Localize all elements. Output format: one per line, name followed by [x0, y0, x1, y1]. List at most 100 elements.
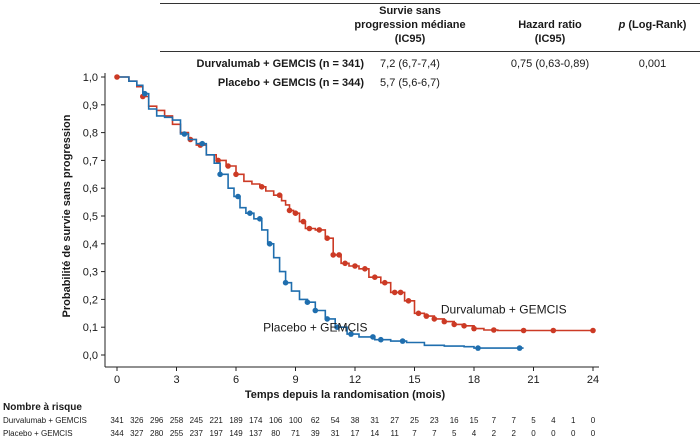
risk-value-durvalumab: 31 [370, 416, 380, 425]
censor-mark-placebo [334, 324, 340, 331]
label-placebo: Placebo + GEMCIS [263, 320, 367, 334]
summary-table-top-rule [160, 3, 700, 4]
row-durvalumab-median: 7,2 (6,7-7,4) [380, 58, 440, 70]
label-durvalumab: Durvalumab + GEMCIS [441, 302, 567, 316]
risk-value-placebo: 39 [310, 429, 320, 438]
censor-mark-placebo [399, 338, 406, 344]
summary-table-header-rule [160, 51, 700, 52]
censor-mark-durvalumab [372, 274, 378, 281]
censor-mark-placebo [475, 345, 481, 351]
risk-value-placebo: 197 [209, 429, 223, 438]
risk-value-durvalumab: 189 [229, 416, 243, 425]
censor-mark-durvalumab [397, 289, 404, 296]
censor-mark-durvalumab [259, 184, 265, 190]
y-axis-label: Probabilité de survie sans progression [61, 114, 73, 317]
risk-value-placebo: 2 [511, 429, 516, 438]
censor-mark-durvalumab [336, 252, 342, 258]
censor-mark-durvalumab [461, 323, 467, 329]
row-durvalumab-p-value: 0,001 [638, 58, 667, 70]
censor-mark-durvalumab [441, 318, 448, 325]
x-tick-label: 12 [349, 374, 361, 386]
censor-mark-durvalumab [286, 207, 293, 214]
series-line-durvalumab [117, 76, 593, 332]
censor-mark-placebo [282, 279, 289, 286]
censor-mark-durvalumab [590, 327, 596, 334]
censor-mark-placebo [257, 216, 263, 222]
censor-mark-placebo [312, 307, 319, 314]
censor-mark-placebo [181, 131, 188, 137]
censor-mark-durvalumab [431, 316, 438, 322]
risk-value-placebo: 344 [110, 429, 124, 438]
risk-value-durvalumab: 23 [429, 416, 439, 425]
risk-value-placebo: 280 [150, 429, 164, 438]
risk-value-durvalumab: 1 [570, 416, 576, 425]
x-tick-label: 21 [527, 374, 539, 386]
censor-mark-durvalumab [362, 266, 368, 272]
y-tick-label: 0,3 [83, 267, 98, 279]
censor-mark-placebo [516, 345, 523, 351]
risk-value-placebo: 255 [169, 429, 184, 438]
censor-mark-placebo [142, 90, 148, 97]
censor-mark-placebo [348, 331, 354, 337]
x-tick-label: 15 [408, 374, 420, 386]
censor-mark-durvalumab [342, 260, 348, 267]
censor-mark-durvalumab [391, 289, 398, 296]
risk-value-durvalumab: 62 [310, 416, 320, 425]
censor-mark-durvalumab [423, 313, 430, 319]
y-tick-label: 0,0 [83, 350, 98, 362]
y-tick-label: 0,7 [83, 155, 98, 167]
y-tick-label: 0,5 [83, 211, 98, 223]
header-median-pfs-line-3: (IC95) [394, 33, 426, 45]
x-tick-label: 6 [233, 374, 239, 386]
y-tick-label: 0,8 [83, 128, 98, 140]
header-hazard-ratio-line-1: Hazard ratio [518, 19, 582, 31]
risk-value-durvalumab: 174 [249, 416, 263, 425]
risk-value-durvalumab: 15 [469, 416, 479, 425]
censor-mark-durvalumab [276, 192, 283, 198]
risk-row-durvalumab-label: Durvalumab + GEMCIS [3, 416, 87, 425]
risk-value-durvalumab: 326 [130, 416, 144, 425]
censor-mark-placebo [199, 140, 206, 147]
risk-value-placebo: 0 [570, 429, 576, 438]
header-hazard-ratio-line-2: (IC95) [534, 33, 566, 45]
x-tick-label: 3 [173, 374, 179, 386]
risk-value-durvalumab: 0 [590, 416, 596, 425]
risk-value-placebo: 137 [249, 429, 263, 438]
risk-value-placebo: 11 [390, 429, 399, 438]
risk-row-placebo-label: Placebo + GEMCIS [3, 429, 73, 438]
censor-mark-placebo [247, 210, 253, 216]
risk-value-durvalumab: 7 [491, 416, 497, 425]
risk-value-placebo: 7 [432, 429, 437, 438]
risk-value-durvalumab: 258 [169, 416, 184, 425]
risk-value-durvalumab: 27 [390, 416, 400, 425]
risk-value-durvalumab: 38 [350, 416, 360, 425]
header-median-pfs-line-2: progression médiane [354, 19, 466, 31]
header-p-italic: p [618, 19, 626, 31]
risk-value-placebo: 0 [590, 429, 596, 438]
risk-value-placebo: 17 [350, 429, 360, 438]
censor-mark-durvalumab [471, 325, 477, 332]
risk-table-title: Nombre à risque [3, 402, 82, 413]
risk-value-placebo: 7 [412, 429, 417, 438]
header-median-pfs-line-1: Survie sans [379, 5, 441, 17]
censor-mark-durvalumab [316, 227, 323, 233]
risk-value-placebo: 31 [330, 429, 340, 438]
risk-value-durvalumab: 100 [288, 416, 303, 425]
y-tick-label: 0,6 [83, 183, 98, 195]
risk-value-durvalumab: 106 [269, 416, 283, 425]
censor-mark-durvalumab [520, 327, 527, 334]
risk-value-durvalumab: 245 [189, 416, 203, 425]
header-hazard-ratio: Hazard ratio (IC95) [490, 18, 610, 46]
censor-mark-durvalumab [330, 252, 337, 258]
x-tick-label: 0 [114, 374, 120, 386]
censor-mark-placebo [324, 316, 331, 322]
risk-value-placebo: 327 [130, 429, 144, 438]
censor-mark-durvalumab [324, 235, 331, 241]
y-tick-label: 1,0 [83, 72, 98, 84]
censor-mark-durvalumab [300, 218, 307, 225]
x-tick-label: 24 [587, 374, 599, 386]
censor-mark-durvalumab [550, 327, 557, 334]
risk-value-placebo: 149 [229, 429, 243, 438]
row-placebo-arm: Placebo + GEMCIS (n = 344) [217, 77, 364, 89]
header-median-pfs: Survie sans progression médiane (IC95) [340, 4, 480, 46]
